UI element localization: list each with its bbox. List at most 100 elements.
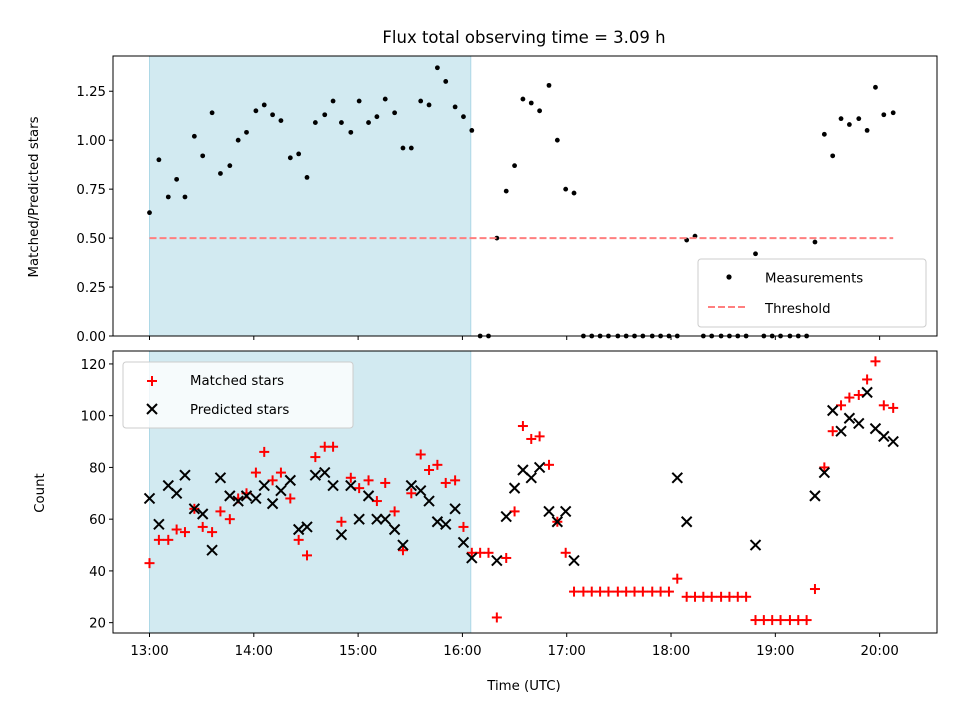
bottom-x-tick-label: 18:00 xyxy=(652,644,690,659)
x-b xyxy=(258,479,270,492)
matched-star-point xyxy=(197,521,208,532)
x-b xyxy=(319,466,331,479)
predicted-star-point xyxy=(397,539,409,551)
predicted-star-point xyxy=(371,513,383,525)
matched-star-point xyxy=(354,483,365,494)
predicted-star-point xyxy=(206,544,218,556)
predicted-star-point xyxy=(423,495,435,507)
matched-star-point xyxy=(285,493,296,504)
measurement-point xyxy=(864,128,870,133)
measurement-point xyxy=(554,137,560,143)
measurement-point xyxy=(392,110,398,116)
measurement-point xyxy=(200,153,206,159)
predicted-star-point xyxy=(861,386,873,399)
x-b xyxy=(371,513,383,525)
matched-star-point xyxy=(517,421,528,432)
matched-star-point xyxy=(569,586,580,597)
x-b xyxy=(170,487,183,500)
predicted-star-point xyxy=(749,539,762,551)
measurement-point xyxy=(253,108,259,114)
x-b xyxy=(284,474,297,487)
matched-star-point xyxy=(345,472,356,483)
measurement-point xyxy=(461,114,466,120)
matched-star-point xyxy=(543,459,554,470)
measurement-point xyxy=(227,163,233,169)
matched-star-point xyxy=(179,527,190,538)
measurement-point xyxy=(434,65,440,71)
predicted-star-point xyxy=(843,412,856,424)
x-b xyxy=(491,554,503,567)
matched-star-point xyxy=(862,374,873,385)
predicted-star-point xyxy=(258,479,270,492)
predicted-star-point xyxy=(533,461,546,474)
predicted-star-point xyxy=(466,552,478,564)
matched-star-point xyxy=(534,431,545,442)
matched-star-point xyxy=(647,586,658,597)
measurement-point xyxy=(287,155,293,161)
measurement-point xyxy=(537,108,543,114)
measurement-point xyxy=(881,112,887,118)
x-b xyxy=(517,464,529,476)
x-b xyxy=(196,508,209,520)
x-b xyxy=(232,495,244,507)
x-b xyxy=(423,495,435,507)
matched-star-point xyxy=(750,615,761,626)
predicted-star-point xyxy=(853,417,865,430)
matched-star-point xyxy=(397,545,408,556)
matched-star-point xyxy=(819,462,830,473)
matched-star-point xyxy=(509,506,520,517)
matched-star-point xyxy=(171,524,182,535)
measurement-point xyxy=(494,235,500,241)
matched-star-point xyxy=(310,452,321,463)
measurement-point xyxy=(873,84,878,90)
x-b xyxy=(275,484,287,497)
matched-star-point xyxy=(406,488,417,499)
x-b xyxy=(500,510,512,523)
top-axes-frame xyxy=(112,55,938,337)
predicted-star-point xyxy=(240,490,253,502)
matched-star-point xyxy=(250,467,261,478)
x-b xyxy=(818,466,831,479)
measurement-point xyxy=(812,239,818,245)
x-b xyxy=(414,484,427,497)
matched-star-point xyxy=(526,433,537,444)
x-b xyxy=(508,482,521,494)
predicted-star-point xyxy=(508,482,521,494)
matched-star-point xyxy=(716,591,727,602)
matched-star-point xyxy=(724,591,735,602)
matched-star-point xyxy=(870,356,881,367)
x-b xyxy=(543,505,555,518)
matched-star-point xyxy=(663,586,674,597)
measurement-point xyxy=(469,128,475,133)
matched-star-point xyxy=(328,441,339,452)
x-b xyxy=(388,523,401,536)
matched-star-point xyxy=(560,547,571,558)
matched-star-point xyxy=(578,586,589,597)
legend-matched-marker xyxy=(147,376,157,386)
measurement-point xyxy=(174,176,180,182)
predicted-star-point xyxy=(327,479,339,492)
measurement-point xyxy=(426,102,432,108)
measurement-point xyxy=(304,174,310,180)
x-b xyxy=(826,404,839,417)
matched-star-point xyxy=(475,547,486,558)
matched-star-point xyxy=(595,586,606,597)
x-b xyxy=(861,386,873,399)
measurement-point xyxy=(209,110,215,116)
matched-star-point xyxy=(501,552,512,563)
x-b xyxy=(335,528,348,541)
measurement-point xyxy=(278,118,284,124)
x-b xyxy=(449,503,461,515)
measurement-point xyxy=(374,114,380,120)
matched-star-point xyxy=(767,615,778,626)
bottom-axes-frame xyxy=(112,350,938,634)
matched-star-point xyxy=(207,527,218,538)
bottom-x-tick-label: 15:00 xyxy=(339,644,377,659)
predicted-star-point xyxy=(196,508,209,520)
predicted-star-point xyxy=(878,430,890,443)
matched-star-point xyxy=(809,584,820,595)
legend-predicted-label: Predicted stars xyxy=(190,403,289,418)
x-b xyxy=(292,523,305,536)
x-b xyxy=(250,492,262,505)
